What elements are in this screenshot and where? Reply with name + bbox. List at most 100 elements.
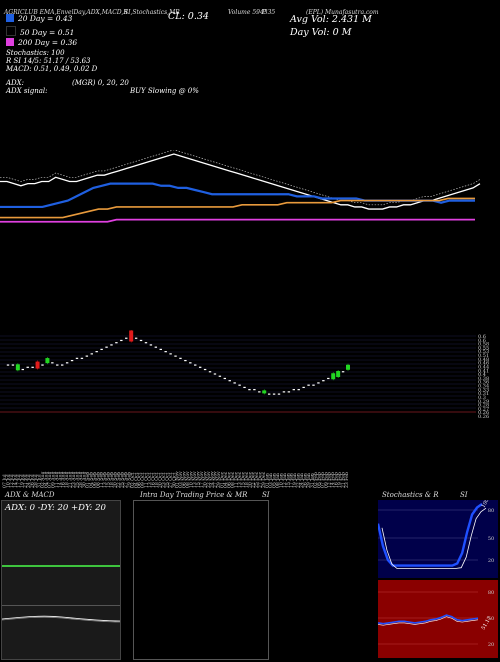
candle	[327, 377, 330, 380]
close-price-line	[0, 153, 481, 210]
date-label: 14 Aug	[57, 471, 63, 488]
date-label: 21 Jul	[23, 474, 29, 488]
candle	[164, 351, 167, 353]
candle	[243, 386, 246, 389]
date-label: 18 Aug	[64, 471, 70, 488]
candle	[56, 364, 59, 366]
candle-highlight	[35, 361, 40, 369]
date-label: 01 Dec	[220, 471, 226, 488]
date-label: 23 Oct	[161, 472, 167, 488]
rsi-line	[377, 614, 479, 625]
date-label: 12 Jul	[9, 474, 15, 488]
candle	[100, 348, 103, 351]
candle	[248, 389, 251, 391]
price-chart: 0.60.60.580.550.530.510.480.460.440.410.…	[0, 330, 489, 420]
price-ticks: 0.60.60.580.550.530.510.480.460.440.410.…	[478, 334, 489, 420]
date-label: 07 Aug	[47, 471, 53, 488]
candle	[80, 357, 84, 359]
candle-highlight	[262, 390, 267, 394]
header-p: P	[262, 9, 267, 16]
date-label: 14 Feb	[330, 472, 336, 488]
date-label: 24 Jul	[26, 474, 32, 488]
candle	[115, 342, 118, 344]
date-label: 19 Feb	[337, 472, 343, 488]
date-label: 11 Sep	[99, 472, 105, 488]
mgr-stat: (MGR) 0, 20, 20	[72, 79, 129, 87]
candle	[184, 359, 187, 362]
candle	[95, 351, 98, 353]
adx-values: ADX: 0 -DY: 20 +DY: 20	[5, 503, 106, 513]
date-label: 01 Jan	[265, 473, 271, 488]
stoch-tick-label: 80	[488, 508, 494, 514]
date-label: 04 Aug	[43, 471, 49, 488]
legend-ma20: 20 Day = 0.43	[6, 14, 72, 23]
price-tick-label: 0.6	[478, 334, 486, 340]
price-grid	[0, 335, 476, 413]
candle	[194, 364, 197, 366]
buy-signal-stat: BUY Slowing @ 0%	[130, 87, 199, 95]
adx-signal-stat: ADX signal:	[6, 87, 48, 95]
date-label: 20 Sep	[113, 472, 119, 488]
date-label: 06 Sep	[92, 472, 98, 488]
candle	[213, 373, 217, 375]
date-label: 22 Sep	[116, 472, 122, 488]
candle	[302, 386, 305, 389]
candle	[65, 362, 69, 364]
candle-highlight	[336, 371, 341, 377]
date-label: 17 Jul	[16, 474, 22, 488]
price-tick-label: 0.46	[478, 361, 489, 367]
ma20-swatch	[6, 14, 14, 22]
candle	[208, 371, 212, 373]
candle	[228, 380, 231, 382]
price-tick-label: 0.55	[478, 345, 489, 351]
date-label: 04 Dec	[223, 471, 229, 488]
date-label: 07 Jul	[2, 474, 8, 488]
price-tick-label: 0.26	[478, 410, 489, 416]
candle-highlight	[331, 373, 336, 380]
date-label: 02 Feb	[313, 472, 319, 488]
date-label: 19 Jul	[19, 474, 25, 488]
date-label: 15 Sep	[106, 472, 112, 488]
price-tick-label: 0.48	[478, 357, 489, 363]
price-tick-label: 0.6	[478, 338, 486, 344]
stochastics-stat: Stochastics: 100	[6, 49, 65, 57]
date-label: 07 Feb	[320, 472, 326, 488]
candle	[159, 348, 162, 351]
date-label: 10 Jul	[5, 474, 11, 488]
price-tick-label: 0.38	[478, 376, 489, 382]
ma-layer	[0, 150, 481, 223]
intra-panel-title: Intra Day Trading Price & MR	[140, 491, 248, 499]
date-label: 24 Nov	[209, 471, 215, 488]
price-tick-label: 0.51	[478, 353, 489, 359]
date-label: 27 Nov	[213, 471, 219, 488]
price-tick-label: 0.33	[478, 387, 489, 393]
date-label: 29 Sep	[126, 472, 132, 488]
candle-highlight	[129, 330, 134, 342]
date-label: 15 Dec	[240, 471, 246, 488]
legend-ma50: 50 Day = 0.51	[6, 26, 74, 37]
stoch-tick-label: 20	[488, 558, 494, 564]
stochastics-d-line	[381, 507, 487, 569]
price-tick-label: 0.3	[478, 395, 486, 401]
candle	[267, 393, 271, 395]
stoch-panel-si: SI	[460, 491, 468, 499]
date-label: 29 Dec	[261, 471, 267, 488]
candle-highlight	[15, 364, 20, 371]
date-label: 02 Aug	[40, 471, 46, 488]
ma50-line	[0, 197, 475, 219]
candle	[233, 382, 236, 384]
price-tick-label: 0.28	[478, 403, 489, 409]
candle	[277, 393, 281, 395]
price-tick-label: 0.31	[478, 391, 489, 397]
date-label: 13 Sep	[102, 472, 108, 488]
macd-divider	[2, 605, 120, 606]
date-label: 22 Dec	[251, 471, 257, 488]
adx-macd-panel: ADX: 0 -DY: 20 +DY: 20	[1, 500, 121, 660]
day-volume: Day Vol: 0 M	[290, 27, 352, 38]
date-label: 17 Nov	[199, 471, 205, 488]
price-tick-label: 0.29	[478, 399, 489, 405]
candle	[11, 364, 15, 366]
candle	[238, 384, 241, 386]
date-label: 17 Jan	[289, 473, 295, 488]
